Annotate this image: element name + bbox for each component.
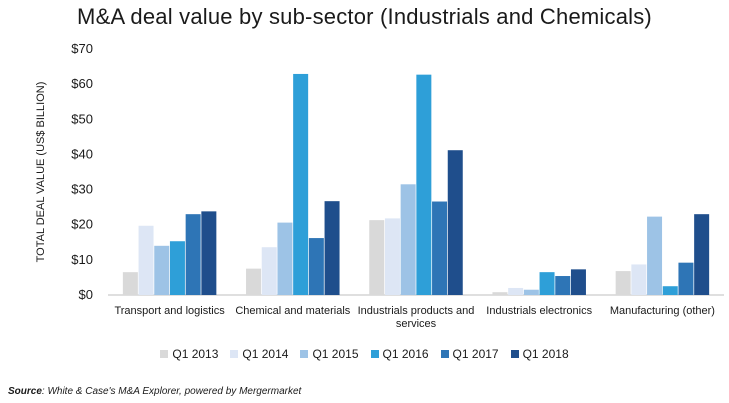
y-axis-title: TOTAL DEAL VALUE (US$ BILLION) <box>35 82 47 263</box>
bar <box>555 276 571 295</box>
bar <box>447 150 463 295</box>
bar <box>678 262 694 295</box>
bar <box>631 264 647 295</box>
legend-swatch <box>160 350 169 358</box>
y-tick-label: $40 <box>71 146 93 161</box>
bar <box>432 201 448 295</box>
y-tick-label: $70 <box>71 41 93 56</box>
legend-item: Q1 2017 <box>440 347 499 361</box>
bar <box>523 289 539 295</box>
legend-label: Q1 2017 <box>452 347 499 361</box>
legend-swatch <box>230 350 239 358</box>
source-label: Source <box>8 386 42 397</box>
legend-label: Q1 2014 <box>242 347 289 361</box>
legend-item: Q1 2016 <box>370 347 429 361</box>
bar <box>694 214 710 295</box>
bar <box>647 216 663 295</box>
y-tick-label: $10 <box>71 252 93 267</box>
y-tick-label: $30 <box>71 182 93 197</box>
legend-item: Q1 2013 <box>160 347 218 361</box>
category-label: Manufacturing (other) <box>610 305 715 317</box>
bar <box>662 286 678 295</box>
bar <box>416 74 432 295</box>
bar <box>201 211 217 295</box>
y-tick-label: $50 <box>71 111 93 126</box>
bar <box>508 287 524 295</box>
legend-label: Q1 2018 <box>522 347 569 361</box>
bar <box>400 184 416 295</box>
category-label: Chemical and materials <box>235 305 350 317</box>
legend-swatch <box>370 350 379 358</box>
legend-label: Q1 2016 <box>382 347 429 361</box>
y-tick-label: $60 <box>71 76 93 91</box>
category-label: services <box>396 318 437 330</box>
legend-swatch <box>510 350 519 358</box>
bar <box>246 268 262 295</box>
bar <box>293 73 309 295</box>
legend-item: Q1 2018 <box>510 347 569 361</box>
bar <box>570 269 586 295</box>
y-tick-label: $20 <box>71 217 93 232</box>
category-label: Transport and logistics <box>114 305 225 317</box>
source-note: Source: White & Case's M&A Explorer, pow… <box>8 386 301 397</box>
bar <box>324 201 340 295</box>
category-label: Industrials electronics <box>486 305 592 317</box>
bar <box>169 241 185 295</box>
legend-swatch <box>440 350 449 358</box>
source-text: : White & Case's M&A Explorer, powered b… <box>41 386 302 397</box>
legend: Q1 2013 Q1 2014 Q1 2015 Q1 2016 Q1 2017 Q1 20… <box>0 347 729 361</box>
chart-title: M&A deal value by sub-sector (Industrial… <box>77 4 652 29</box>
bar <box>539 272 555 295</box>
bar <box>138 225 154 295</box>
legend-swatch <box>300 350 309 358</box>
legend-item: Q1 2014 <box>230 347 288 361</box>
bar <box>308 238 324 295</box>
legend-label: Q1 2013 <box>172 347 219 361</box>
bar <box>384 218 400 295</box>
bar <box>122 272 138 295</box>
legend-item: Q1 2015 <box>300 347 359 361</box>
category-label: Industrials products and <box>358 305 475 317</box>
bar <box>492 292 508 295</box>
bar <box>369 220 385 295</box>
bar <box>185 214 201 295</box>
bar <box>154 245 170 295</box>
bar <box>261 247 277 295</box>
legend-label: Q1 2015 <box>312 347 359 361</box>
bar <box>277 222 293 295</box>
y-tick-label: $0 <box>79 287 93 302</box>
bar <box>615 271 631 295</box>
